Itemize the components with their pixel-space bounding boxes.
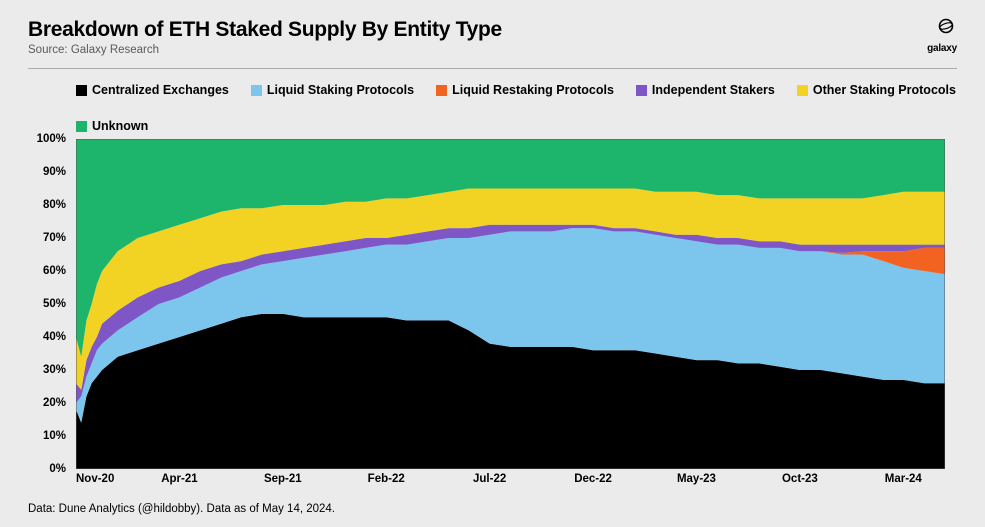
y-tick-label: 80% [26, 199, 66, 211]
legend-label: Unknown [92, 119, 148, 133]
y-tick-label: 0% [26, 463, 66, 475]
legend-label: Liquid Staking Protocols [267, 83, 414, 97]
header: Breakdown of ETH Staked Supply By Entity… [28, 18, 957, 69]
x-tick-label: May-23 [677, 473, 716, 485]
footnote: Data: Dune Analytics (@hildobby). Data a… [28, 503, 335, 515]
legend-swatch [76, 85, 87, 96]
x-tick-label: Sep-21 [264, 473, 302, 485]
legend-item: Unknown [76, 119, 148, 133]
x-tick-label: Oct-23 [782, 473, 818, 485]
y-tick-label: 40% [26, 331, 66, 343]
legend-swatch [636, 85, 647, 96]
y-tick-label: 20% [26, 397, 66, 409]
y-tick-label: 50% [26, 298, 66, 310]
y-tick-label: 10% [26, 430, 66, 442]
x-tick-label: Feb-22 [368, 473, 405, 485]
legend-swatch [251, 85, 262, 96]
x-tick-label: Nov-20 [76, 473, 114, 485]
x-axis: Nov-20 Apr-21 Sep-21 Feb-22 Jul-22 Dec-22 May-… [76, 469, 945, 491]
y-tick-label: 60% [26, 265, 66, 277]
legend-label: Independent Stakers [652, 83, 775, 97]
brand-logo: galaxy [927, 18, 957, 54]
x-tick-label: Apr-21 [161, 473, 197, 485]
legend-item: Centralized Exchanges [76, 83, 229, 97]
y-axis: 0%10%20%30%40%50%60%70%80%90%100% [28, 139, 72, 469]
x-tick-label: Jul-22 [473, 473, 506, 485]
legend-label: Liquid Restaking Protocols [452, 83, 614, 97]
legend-item: Liquid Restaking Protocols [436, 83, 614, 97]
x-tick-label: Dec-22 [574, 473, 612, 485]
y-tick-label: 100% [26, 133, 66, 145]
legend-swatch [797, 85, 808, 96]
chart-title: Breakdown of ETH Staked Supply By Entity… [28, 18, 502, 42]
brand-name: galaxy [927, 43, 957, 54]
legend-swatch [76, 121, 87, 132]
chart: 0%10%20%30%40%50%60%70%80%90%100% Nov-20… [76, 139, 945, 491]
legend-label: Other Staking Protocols [813, 83, 956, 97]
legend-item: Independent Stakers [636, 83, 775, 97]
y-tick-label: 70% [26, 232, 66, 244]
legend-label: Centralized Exchanges [92, 83, 229, 97]
plot-area [76, 139, 945, 469]
chart-source: Source: Galaxy Research [28, 44, 502, 56]
legend: Centralized Exchanges Liquid Staking Prot… [28, 83, 957, 133]
y-tick-label: 90% [26, 166, 66, 178]
legend-swatch [436, 85, 447, 96]
legend-item: Other Staking Protocols [797, 83, 956, 97]
x-tick-label: Mar-24 [885, 473, 922, 485]
legend-item: Liquid Staking Protocols [251, 83, 414, 97]
y-tick-label: 30% [26, 364, 66, 376]
